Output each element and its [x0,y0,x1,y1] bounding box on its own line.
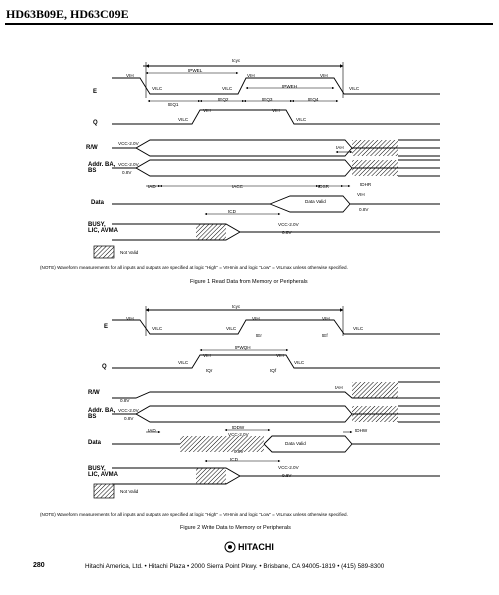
fig2-tad: tAD [148,428,156,433]
fig1-tpwel: tPWEL [188,68,203,73]
fig2-q-vih-2: VIH [276,353,284,358]
fig2-ter: tEr [256,333,262,338]
fig1-vih-3: VIH [320,73,328,78]
fig2-tdhw: tDHW [355,428,368,433]
fig2-addr-vcc: VCC-2.0V [118,408,139,413]
fig1-q-vilc-1: VILC [178,117,189,122]
fig1-note: (NOTE) Waveform measurements for all inp… [40,265,348,270]
fig1-vilc-3: VILC [349,86,360,91]
fig2-q-vih-1: VIH [203,353,211,358]
fig2-tqr: tQr [206,368,213,373]
fig1-busy-08: 0.8V [282,230,292,235]
figure2-diagram [93,306,440,499]
fig2-tcyc: tcyc [232,304,241,309]
fig2-signal-rw: R/W [88,390,100,396]
fig2-signal-q: Q [102,364,107,370]
fig1-tcyc: tcyc [232,58,241,63]
fig1-tdsr: tDSR [318,184,329,189]
fig1-teq4: tEQ4 [308,97,319,102]
fig2-data-08: 0.8V [234,449,244,454]
fig1-signal-addr: Addr. BA, BS [88,162,116,174]
fig2-tcd: tCD [230,457,238,462]
fig1-addr-vcc: VCC-2.0V [118,162,139,167]
fig1-data-valid: Data Valid [305,199,326,204]
fig1-busy-vcc: VCC-2.0V [278,222,299,227]
fig2-addr-08: 0.8V [124,416,134,421]
fig2-signal-busy: BUSY, LIC, AVMA [88,466,118,478]
header-rule [5,23,493,25]
figure1-diagram [93,62,440,259]
footer-address: Hitachi America, Ltd. • Hitachi Plaza • … [85,563,385,570]
fig1-rw-vcc: VCC-2.0V [118,141,139,146]
fig2-caption: Figure 2 Write Data to Memory or Periphe… [180,525,291,531]
fig2-tah: tAH [335,385,343,390]
fig2-tddw: tDDW [232,425,245,430]
fig2-vih-1: VIH [126,316,134,321]
fig2-tqf: tQf [270,368,277,373]
fig1-signal-rw: R/W [86,145,98,151]
fig2-note: (NOTE) Waveform measurements for all inp… [40,512,348,517]
fig1-vilc-2: VILC [222,86,233,91]
fig2-busy-vcc: VCC-2.0V [278,465,299,470]
fig2-tef: tEf [322,333,328,338]
fig2-legend-label: Not Valid [120,489,139,494]
fig2-data-vcc: VCC-2.0V [228,432,249,437]
fig2-busy-08: 0.8V [282,473,292,478]
fig2-vih-3: VIH [322,316,330,321]
fig1-teq1: tEQ1 [168,102,179,107]
fig2-data-valid: Data Valid [285,441,306,446]
fig1-tad: tAD [148,184,156,189]
fig2-vilc-1: VILC [152,326,163,331]
fig1-signal-data: Data [91,200,105,206]
page-number: 280 [33,562,45,569]
fig2-vilc-2: VILC [226,326,237,331]
fig1-tah: tAH [336,145,344,150]
fig1-q-vih-2: VIH [272,108,280,113]
document-header-title: HD63B09E, HD63C09E [6,7,129,21]
fig1-vih-2: VIH [247,73,255,78]
fig1-legend-label: Not Valid [120,250,139,255]
hitachi-logo-text: HITACHI [238,542,274,552]
fig2-vih-2: VIH [252,316,260,321]
fig1-teq2: tEQ2 [218,97,229,102]
fig2-signal-e: E [104,324,109,330]
fig2-tpwqh: tPWQH [235,345,251,350]
fig2-rw-08: 0.8V [120,398,130,403]
fig1-data-vih: VIH [357,192,365,197]
hitachi-logo-icon [224,541,236,553]
fig2-signal-addr: Addr. BA, BS [88,408,116,420]
fig1-q-vilc-2: VILC [296,117,307,122]
fig1-tpweh: tPWEH [282,84,298,89]
fig1-tcd: tCD [228,209,236,214]
fig1-data-08: 0.8V [359,207,369,212]
fig1-caption: Figure 1 Read Data from Memory or Periph… [190,279,308,285]
fig1-signal-e: E [93,89,98,95]
fig1-vilc-1: VILC [152,86,163,91]
fig2-signal-data: Data [88,440,102,446]
fig1-signal-q: Q [93,120,98,126]
fig2-q-vilc-1: VILC [178,360,189,365]
fig1-signal-busy: BUSY, LIC, AVMA [88,222,118,234]
fig1-teq3: tEQ3 [262,97,273,102]
fig2-vilc-3: VILC [353,326,364,331]
fig1-addr-08: 0.8V [122,170,132,175]
fig1-q-vih-1: VIH [203,108,211,113]
fig1-tacc: tACC [232,184,243,189]
fig1-tdhr: tDHR [360,182,372,187]
fig2-q-vilc-2: VILC [294,360,305,365]
fig1-vih-1: VIH [126,73,134,78]
